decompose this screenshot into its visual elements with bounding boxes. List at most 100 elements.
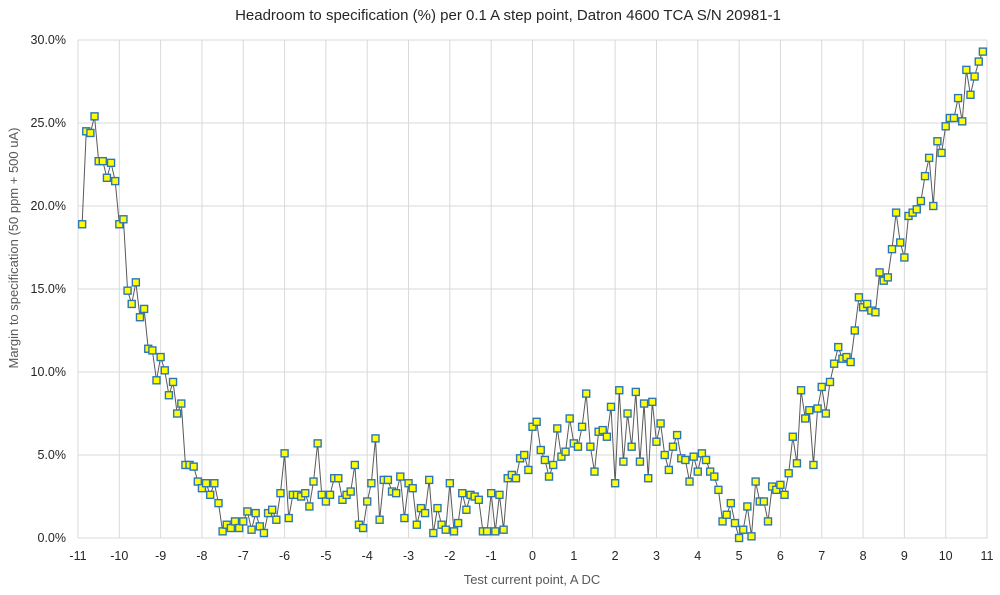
data-point-marker xyxy=(511,474,521,483)
data-point-marker xyxy=(168,377,178,387)
x-tick-label: 8 xyxy=(860,549,867,563)
data-point-marker xyxy=(214,498,223,508)
data-point-marker xyxy=(780,490,789,500)
x-tick-label: -2 xyxy=(444,549,455,563)
data-point-marker xyxy=(788,432,797,441)
data-point-marker xyxy=(371,434,380,443)
data-point-marker xyxy=(933,137,942,146)
data-point-marker xyxy=(743,502,752,511)
data-point-marker xyxy=(834,342,843,352)
data-point-marker xyxy=(722,510,731,519)
data-point-marker xyxy=(850,326,859,335)
data-point-marker xyxy=(358,523,368,533)
x-tick-label: -1 xyxy=(486,549,497,563)
data-point-marker xyxy=(652,437,661,446)
data-point-marker xyxy=(276,488,285,498)
data-point-marker xyxy=(106,158,116,168)
data-point-marker xyxy=(627,442,636,451)
y-axis-label: Margin to specification (50 ppm + 500 uA… xyxy=(6,128,21,369)
data-point-marker xyxy=(532,417,541,426)
data-point-marker xyxy=(491,527,500,536)
data-point-marker xyxy=(582,389,591,398)
y-tick-label: 15.0% xyxy=(31,282,66,296)
x-tick-label: -6 xyxy=(279,549,290,563)
data-point-marker xyxy=(160,366,169,375)
data-point-marker xyxy=(201,479,211,488)
data-point-marker xyxy=(656,419,665,428)
data-point-marker xyxy=(441,525,450,534)
data-point-marker xyxy=(958,117,967,126)
x-tick-label: -8 xyxy=(196,549,207,563)
data-point-marker xyxy=(710,472,719,481)
data-point-marker xyxy=(383,475,393,485)
data-point-marker xyxy=(396,472,405,481)
data-point-marker xyxy=(123,286,132,295)
data-point-marker xyxy=(305,502,314,511)
x-tick-label: 9 xyxy=(901,549,908,563)
data-point-marker xyxy=(544,472,554,481)
gridlines xyxy=(77,39,988,539)
data-point-marker xyxy=(495,490,504,500)
data-point-marker xyxy=(280,449,289,458)
data-point-marker xyxy=(829,359,839,368)
data-point-marker xyxy=(462,505,471,514)
data-point-marker xyxy=(553,424,562,433)
data-point-marker xyxy=(412,520,422,529)
x-tick-label: 11 xyxy=(981,549,994,563)
data-point-marker xyxy=(177,399,186,408)
data-point-marker xyxy=(610,479,620,488)
y-tick-label: 0.0% xyxy=(38,531,67,545)
data-point-marker xyxy=(540,455,550,465)
data-point-marker xyxy=(172,409,182,418)
data-point-marker xyxy=(912,205,921,214)
data-point-marker xyxy=(135,313,145,322)
data-point-marker xyxy=(206,490,215,500)
data-point-marker xyxy=(966,90,975,99)
data-point-marker xyxy=(548,460,558,470)
data-point-marker xyxy=(577,422,587,431)
data-point-marker xyxy=(247,525,256,534)
data-point-marker xyxy=(586,442,595,451)
data-point-marker xyxy=(639,399,649,408)
data-point-marker xyxy=(854,293,864,302)
y-axis-ticks: 0.0% 5.0% 10.0% 15.0% 20.0% 25.0% 30.0% xyxy=(31,33,66,545)
data-point-marker xyxy=(801,414,810,423)
data-point-marker xyxy=(813,404,822,413)
data-point-marker xyxy=(325,490,335,500)
chart-title: Headroom to specification (%) per 0.1 A … xyxy=(235,7,781,24)
data-point-marker xyxy=(693,467,702,476)
data-point-marker xyxy=(941,122,950,131)
data-point-marker xyxy=(681,455,690,465)
series-headroom xyxy=(77,47,988,543)
data-point-marker xyxy=(367,479,376,488)
data-point-marker xyxy=(615,386,624,395)
x-tick-label: -4 xyxy=(362,549,373,563)
x-tick-label: 5 xyxy=(736,549,743,563)
data-point-marker xyxy=(685,477,694,486)
data-point-marker xyxy=(776,480,785,490)
data-point-marker xyxy=(90,112,99,121)
data-point-marker xyxy=(524,465,533,475)
data-point-marker xyxy=(139,304,149,314)
x-tick-label: 10 xyxy=(939,549,953,563)
x-tick-label: 3 xyxy=(653,549,660,563)
y-tick-label: 20.0% xyxy=(31,199,66,213)
data-point-marker xyxy=(268,505,277,514)
data-point-marker xyxy=(156,352,165,362)
data-point-marker xyxy=(284,513,293,523)
data-point-marker xyxy=(821,409,831,418)
data-point-marker xyxy=(648,397,657,407)
data-point-marker xyxy=(148,346,157,355)
data-point-marker xyxy=(408,484,417,493)
data-point-marker xyxy=(916,196,926,206)
data-point-marker xyxy=(400,513,409,523)
x-tick-label: 4 xyxy=(694,549,701,563)
x-tick-label: -5 xyxy=(320,549,331,563)
x-tick-label: 1 xyxy=(570,549,577,563)
data-point-marker xyxy=(110,176,120,186)
data-point-marker xyxy=(453,518,463,528)
data-point-marker xyxy=(805,405,814,415)
data-point-marker xyxy=(701,455,711,465)
